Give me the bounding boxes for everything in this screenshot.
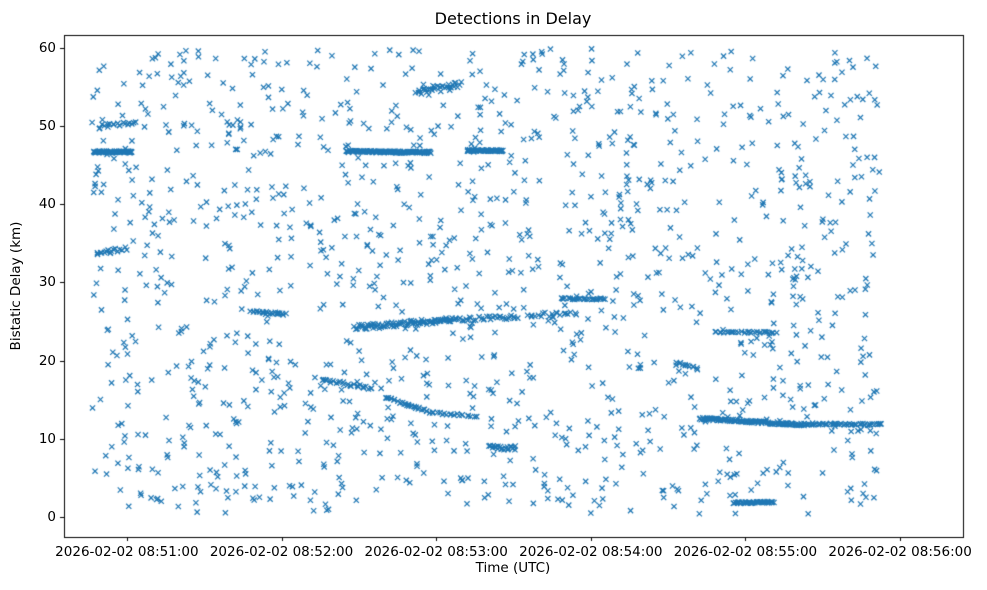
x-tick-label: 2026-02-02 08:55:00: [673, 544, 818, 560]
y-tick-label: 30: [38, 274, 56, 291]
x-tick-label: 2026-02-02 08:52:00: [209, 544, 354, 560]
chart-title: Detections in Delay: [434, 9, 592, 28]
y-tick-label: 40: [38, 196, 56, 213]
x-tick-label: 2026-02-02 08:51:00: [55, 544, 199, 560]
x-tick-label: 2026-02-02 08:54:00: [519, 544, 663, 560]
x-tick-label: 2026-02-02 08:53:00: [364, 544, 508, 560]
y-tick-label: 60: [38, 39, 56, 56]
x-tick-label: 2026-02-02 08:56:00: [828, 544, 972, 560]
y-tick-label: 10: [38, 430, 56, 447]
y-tick-label: 50: [38, 118, 56, 135]
x-axis-label: Time (UTC): [475, 560, 551, 576]
y-tick-label: 20: [38, 352, 56, 369]
y-tick-label: 0: [47, 508, 56, 525]
